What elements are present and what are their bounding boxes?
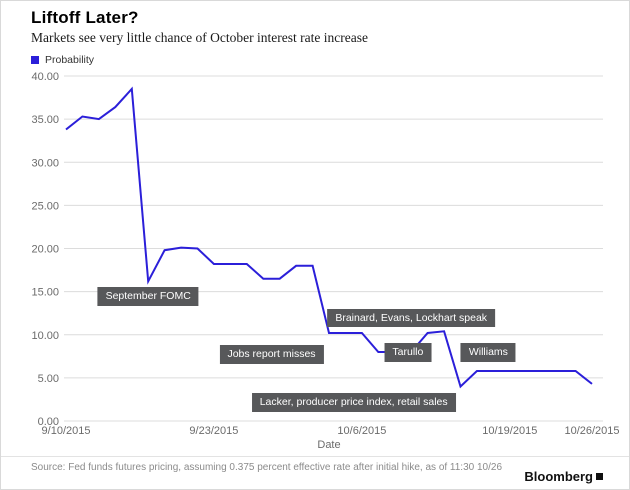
bloomberg-logo: Bloomberg	[524, 469, 603, 484]
chart-annotation: September FOMC	[97, 287, 199, 306]
chart-annotation: Brainard, Evans, Lockhart speak	[327, 308, 496, 328]
probability-line-chart: 0.00 5.00 10.00 15.00 20.00 25.00 30.00 35.00 40…	[31, 71, 619, 437]
chart-subtitle: Markets see very little chance of Octobe…	[31, 30, 368, 45]
chart-title: Liftoff Later?	[31, 8, 139, 27]
y-tick-label: 0.00	[38, 416, 59, 428]
y-tick-label: 35.00	[31, 114, 59, 126]
legend-label: Probability	[45, 54, 95, 66]
x-tick-label: 10/19/2015	[482, 425, 537, 437]
y-tick-label: 25.00	[31, 200, 59, 212]
chart-annotation: Tarullo	[384, 343, 432, 362]
y-tick-label: 10.00	[31, 330, 59, 342]
y-tick-label: 30.00	[31, 157, 59, 169]
chart-annotation: Jobs report misses	[219, 345, 324, 364]
footer-divider	[1, 456, 629, 457]
x-tick-label: 9/23/2015	[189, 425, 238, 437]
bloomberg-mark-icon	[596, 473, 603, 480]
y-tick-label: 15.00	[31, 287, 59, 299]
x-tick-label: 10/26/2015	[564, 425, 619, 437]
y-tick-label: 40.00	[31, 71, 59, 83]
x-tick-label: 10/6/2015	[337, 425, 386, 437]
x-tick-label: 9/10/2015	[42, 425, 91, 437]
probability-line	[65, 86, 593, 389]
source-text: Source: Fed funds futures pricing, assum…	[31, 462, 503, 473]
legend-swatch	[31, 56, 39, 64]
y-tick-label: 20.00	[31, 244, 59, 256]
x-axis-label: Date	[317, 439, 341, 451]
chart-annotation: Williams	[460, 343, 516, 362]
y-tick-label: 5.00	[38, 373, 59, 385]
legend: Probability	[31, 54, 94, 66]
chart-annotation: Lacker, producer price index, retail sal…	[251, 393, 456, 412]
bloomberg-wordmark: Bloomberg	[524, 469, 593, 484]
